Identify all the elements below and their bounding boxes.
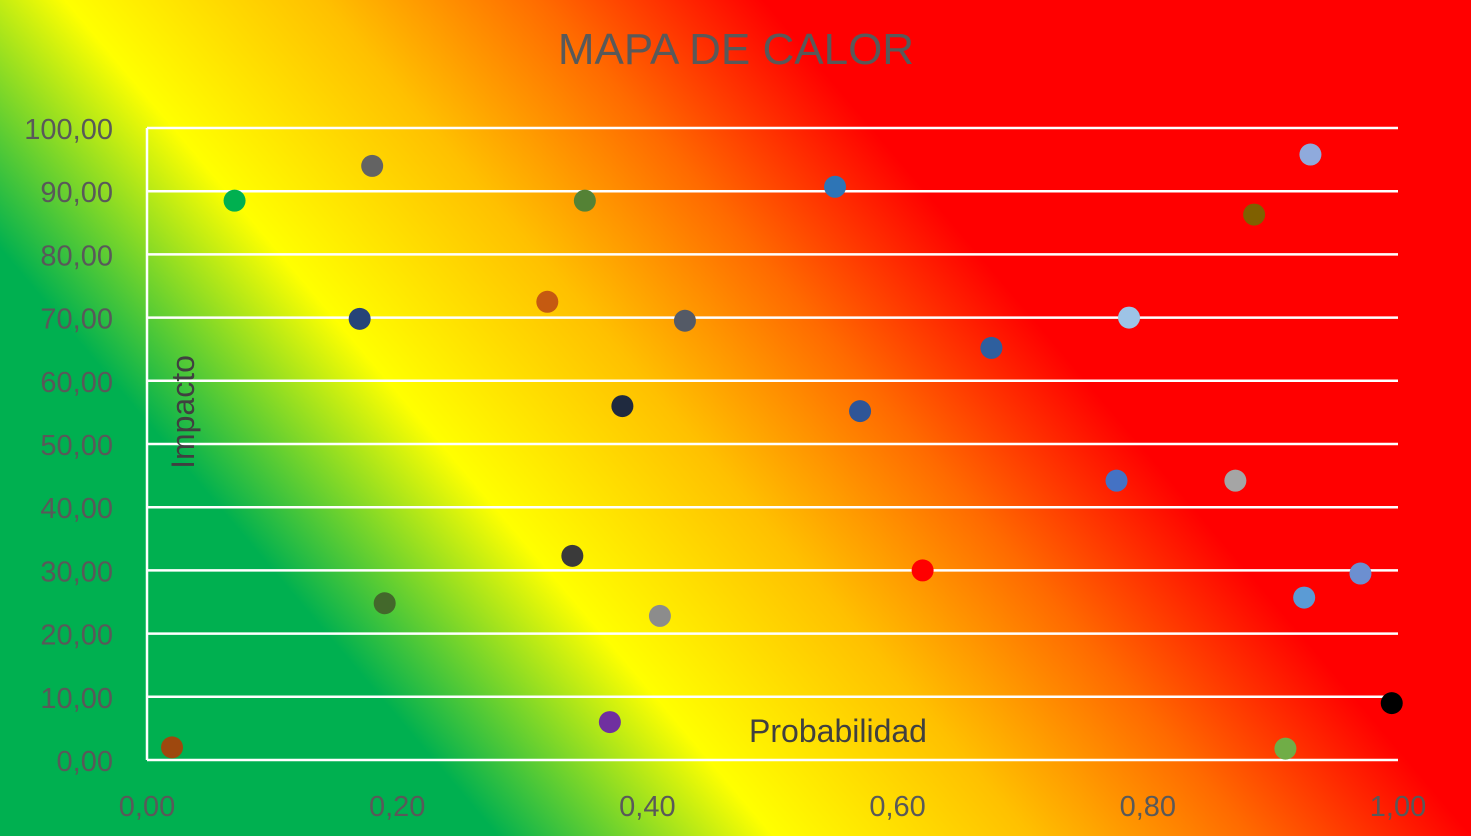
x-tick-labels: 0,00 0,20 0,40 0,60 0,80 1,00 (119, 791, 1426, 823)
data-point (348, 307, 371, 330)
x-tick-label: 0,60 (869, 791, 925, 823)
y-tick-label: 60,00 (40, 367, 113, 399)
y-tick-label: 90,00 (40, 177, 113, 209)
data-point (223, 189, 246, 212)
x-axis-title: Probabilidad (749, 713, 927, 749)
gridlines (147, 126, 1398, 762)
data-point (824, 175, 847, 198)
data-point (561, 544, 584, 567)
data-point (373, 592, 396, 615)
data-point (1380, 692, 1403, 715)
x-tick-label: 0,80 (1120, 791, 1176, 823)
data-point (611, 395, 634, 418)
y-tick-label: 20,00 (40, 620, 113, 652)
y-tick-label: 80,00 (40, 240, 113, 272)
data-point (598, 711, 621, 734)
data-point (1118, 306, 1141, 329)
data-point (1274, 737, 1297, 760)
data-point (573, 189, 596, 212)
y-tick-label: 50,00 (40, 430, 113, 462)
data-point (1105, 469, 1128, 492)
data-point (361, 154, 384, 177)
data-point (1299, 143, 1322, 166)
y-tick-label: 30,00 (40, 556, 113, 588)
y-tick-label: 100,00 (24, 114, 113, 146)
y-tick-labels: 0,00 10,00 20,00 30,00 40,00 50,00 60,00 70,00 8… (24, 114, 113, 778)
x-tick-label: 0,20 (369, 791, 425, 823)
data-point (911, 559, 934, 582)
x-tick-label: 0,00 (119, 791, 175, 823)
y-tick-label: 10,00 (40, 683, 113, 715)
data-point (980, 336, 1003, 359)
data-point (648, 604, 671, 627)
y-tick-label: 70,00 (40, 304, 113, 336)
data-point (1349, 562, 1372, 585)
y-tick-label: 0,00 (57, 746, 113, 778)
data-point (536, 290, 559, 313)
data-point (1243, 203, 1266, 226)
x-tick-label: 1,00 (1370, 791, 1426, 823)
data-point (1293, 586, 1316, 609)
data-point (849, 400, 872, 423)
data-point (673, 309, 696, 332)
data-point (1224, 469, 1247, 492)
x-tick-label: 0,40 (619, 791, 675, 823)
chart-title: MAPA DE CALOR (558, 25, 914, 74)
y-axis-title: Impacto (165, 355, 201, 469)
data-point (161, 736, 184, 759)
data-points (161, 143, 1403, 760)
y-tick-label: 40,00 (40, 493, 113, 525)
